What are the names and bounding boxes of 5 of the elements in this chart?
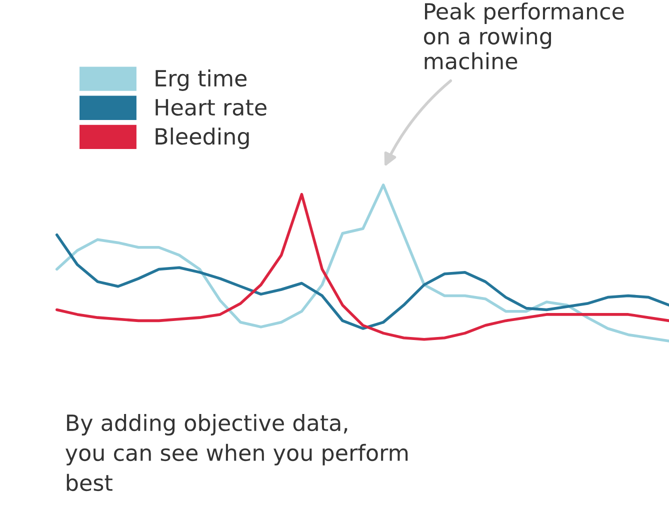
legend-label: Erg time xyxy=(156,69,247,91)
text: By adding objective data, you can see when you perform best xyxy=(66,414,408,492)
legend-label: Heart rate xyxy=(156,99,266,116)
legend-label: Bleeding xyxy=(156,128,249,150)
text: Peak performance on a rowing machine xyxy=(424,2,624,70)
